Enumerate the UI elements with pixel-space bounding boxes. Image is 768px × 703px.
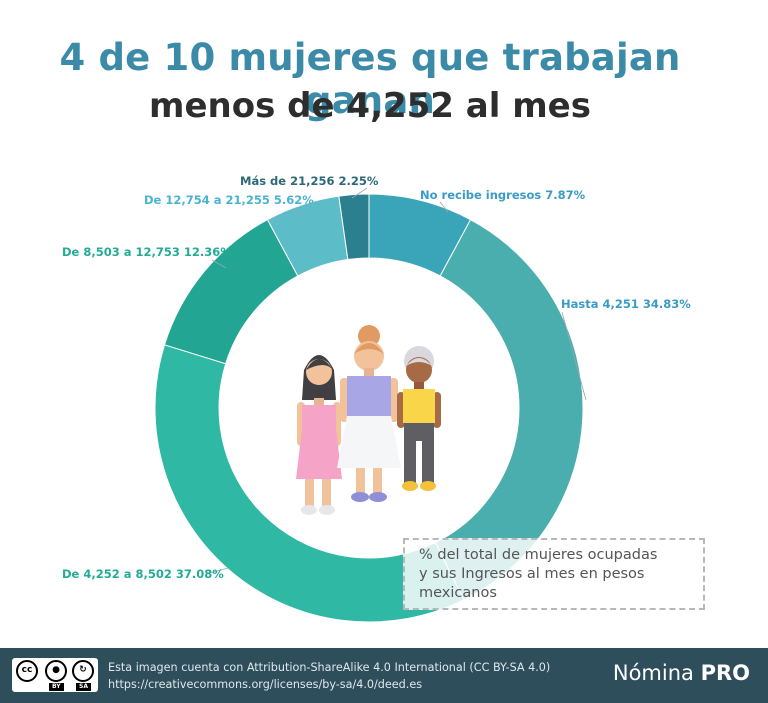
license-line-1: Esta imagen cuenta con Attribution-Share… (108, 661, 551, 674)
slice-label-de-12-754-a-21-255: De 12,754 a 21,255 5.62% (144, 193, 314, 207)
woman-white-skirt-figure (337, 325, 401, 502)
slice-label-hasta-4-251: Hasta 4,251 34.83% (561, 297, 691, 311)
slice-label-no-recibe-ingresos: No recibe ingresos 7.87% (420, 188, 586, 202)
cc-sa-label: SA (76, 683, 91, 691)
donut-slices (154, 193, 584, 623)
leader-lines (205, 187, 587, 575)
footer-bar: cc ● ↻ BY SA Esta imagen cuenta con Attr… (0, 648, 768, 703)
leader-line-de-8-503-a-12-753 (211, 259, 227, 269)
slice-label-m-s-de-21-256: Más de 21,256 2.25% (240, 174, 379, 188)
three-women-illustration (296, 325, 441, 515)
chart-note-box: % del total de mujeres ocupadas y sus In… (403, 538, 705, 610)
woman-yellow-figure (397, 346, 441, 491)
creative-commons-icon: cc (16, 660, 38, 682)
woman-pink-figure (296, 355, 342, 515)
slice-labels: No recibe ingresos 7.87% Hasta 4,251 34.8… (62, 174, 691, 581)
leader-line-de-4-252-a-8-502 (205, 567, 229, 575)
license-text: Esta imagen cuenta con Attribution-Share… (108, 659, 550, 693)
page-title: 4 de 10 mujeres que trabajan ganan (59, 36, 681, 122)
license-url-link[interactable]: https://creativecommons.org/licenses/by-… (108, 678, 423, 691)
slice-m-s-de-21-256 (338, 193, 370, 261)
attribution-person-icon: ● (45, 660, 67, 682)
donut-chart: No recibe ingresos 7.87% Hasta 4,251 34.8… (62, 174, 691, 623)
cc-by-label: BY (49, 683, 64, 691)
leader-line-de-12-754-a-21-255 (295, 207, 301, 217)
page-subtitle: menos de 4,252 al mes (149, 86, 591, 126)
leader-line-hasta-4-251 (561, 311, 587, 401)
creative-commons-badge[interactable]: cc ● ↻ BY SA (12, 658, 98, 692)
slice-label-de-4-252-a-8-502: De 4,252 a 8,502 37.08% (62, 567, 224, 581)
brand-name: Nómina (612, 661, 694, 685)
note-line-2: y sus Ingresos al mes en pesos (419, 566, 645, 582)
leader-line-no-recibe-ingresos (439, 201, 449, 213)
share-alike-icon: ↻ (72, 660, 94, 682)
brand-pro: PRO (700, 661, 750, 685)
note-line-3: mexicanos (419, 585, 497, 601)
note-line-1: % del total de mujeres ocupadas (419, 547, 658, 563)
brand-logo: Nómina PRO (613, 661, 750, 685)
leader-line-m-s-de-21-256 (351, 187, 368, 199)
slice-de-4-252-a-8-502 (154, 344, 465, 623)
slice-de-8-503-a-12-753 (163, 218, 299, 365)
slice-label-de-8-503-a-12-753: De 8,503 a 12,753 12.36% (62, 245, 232, 259)
